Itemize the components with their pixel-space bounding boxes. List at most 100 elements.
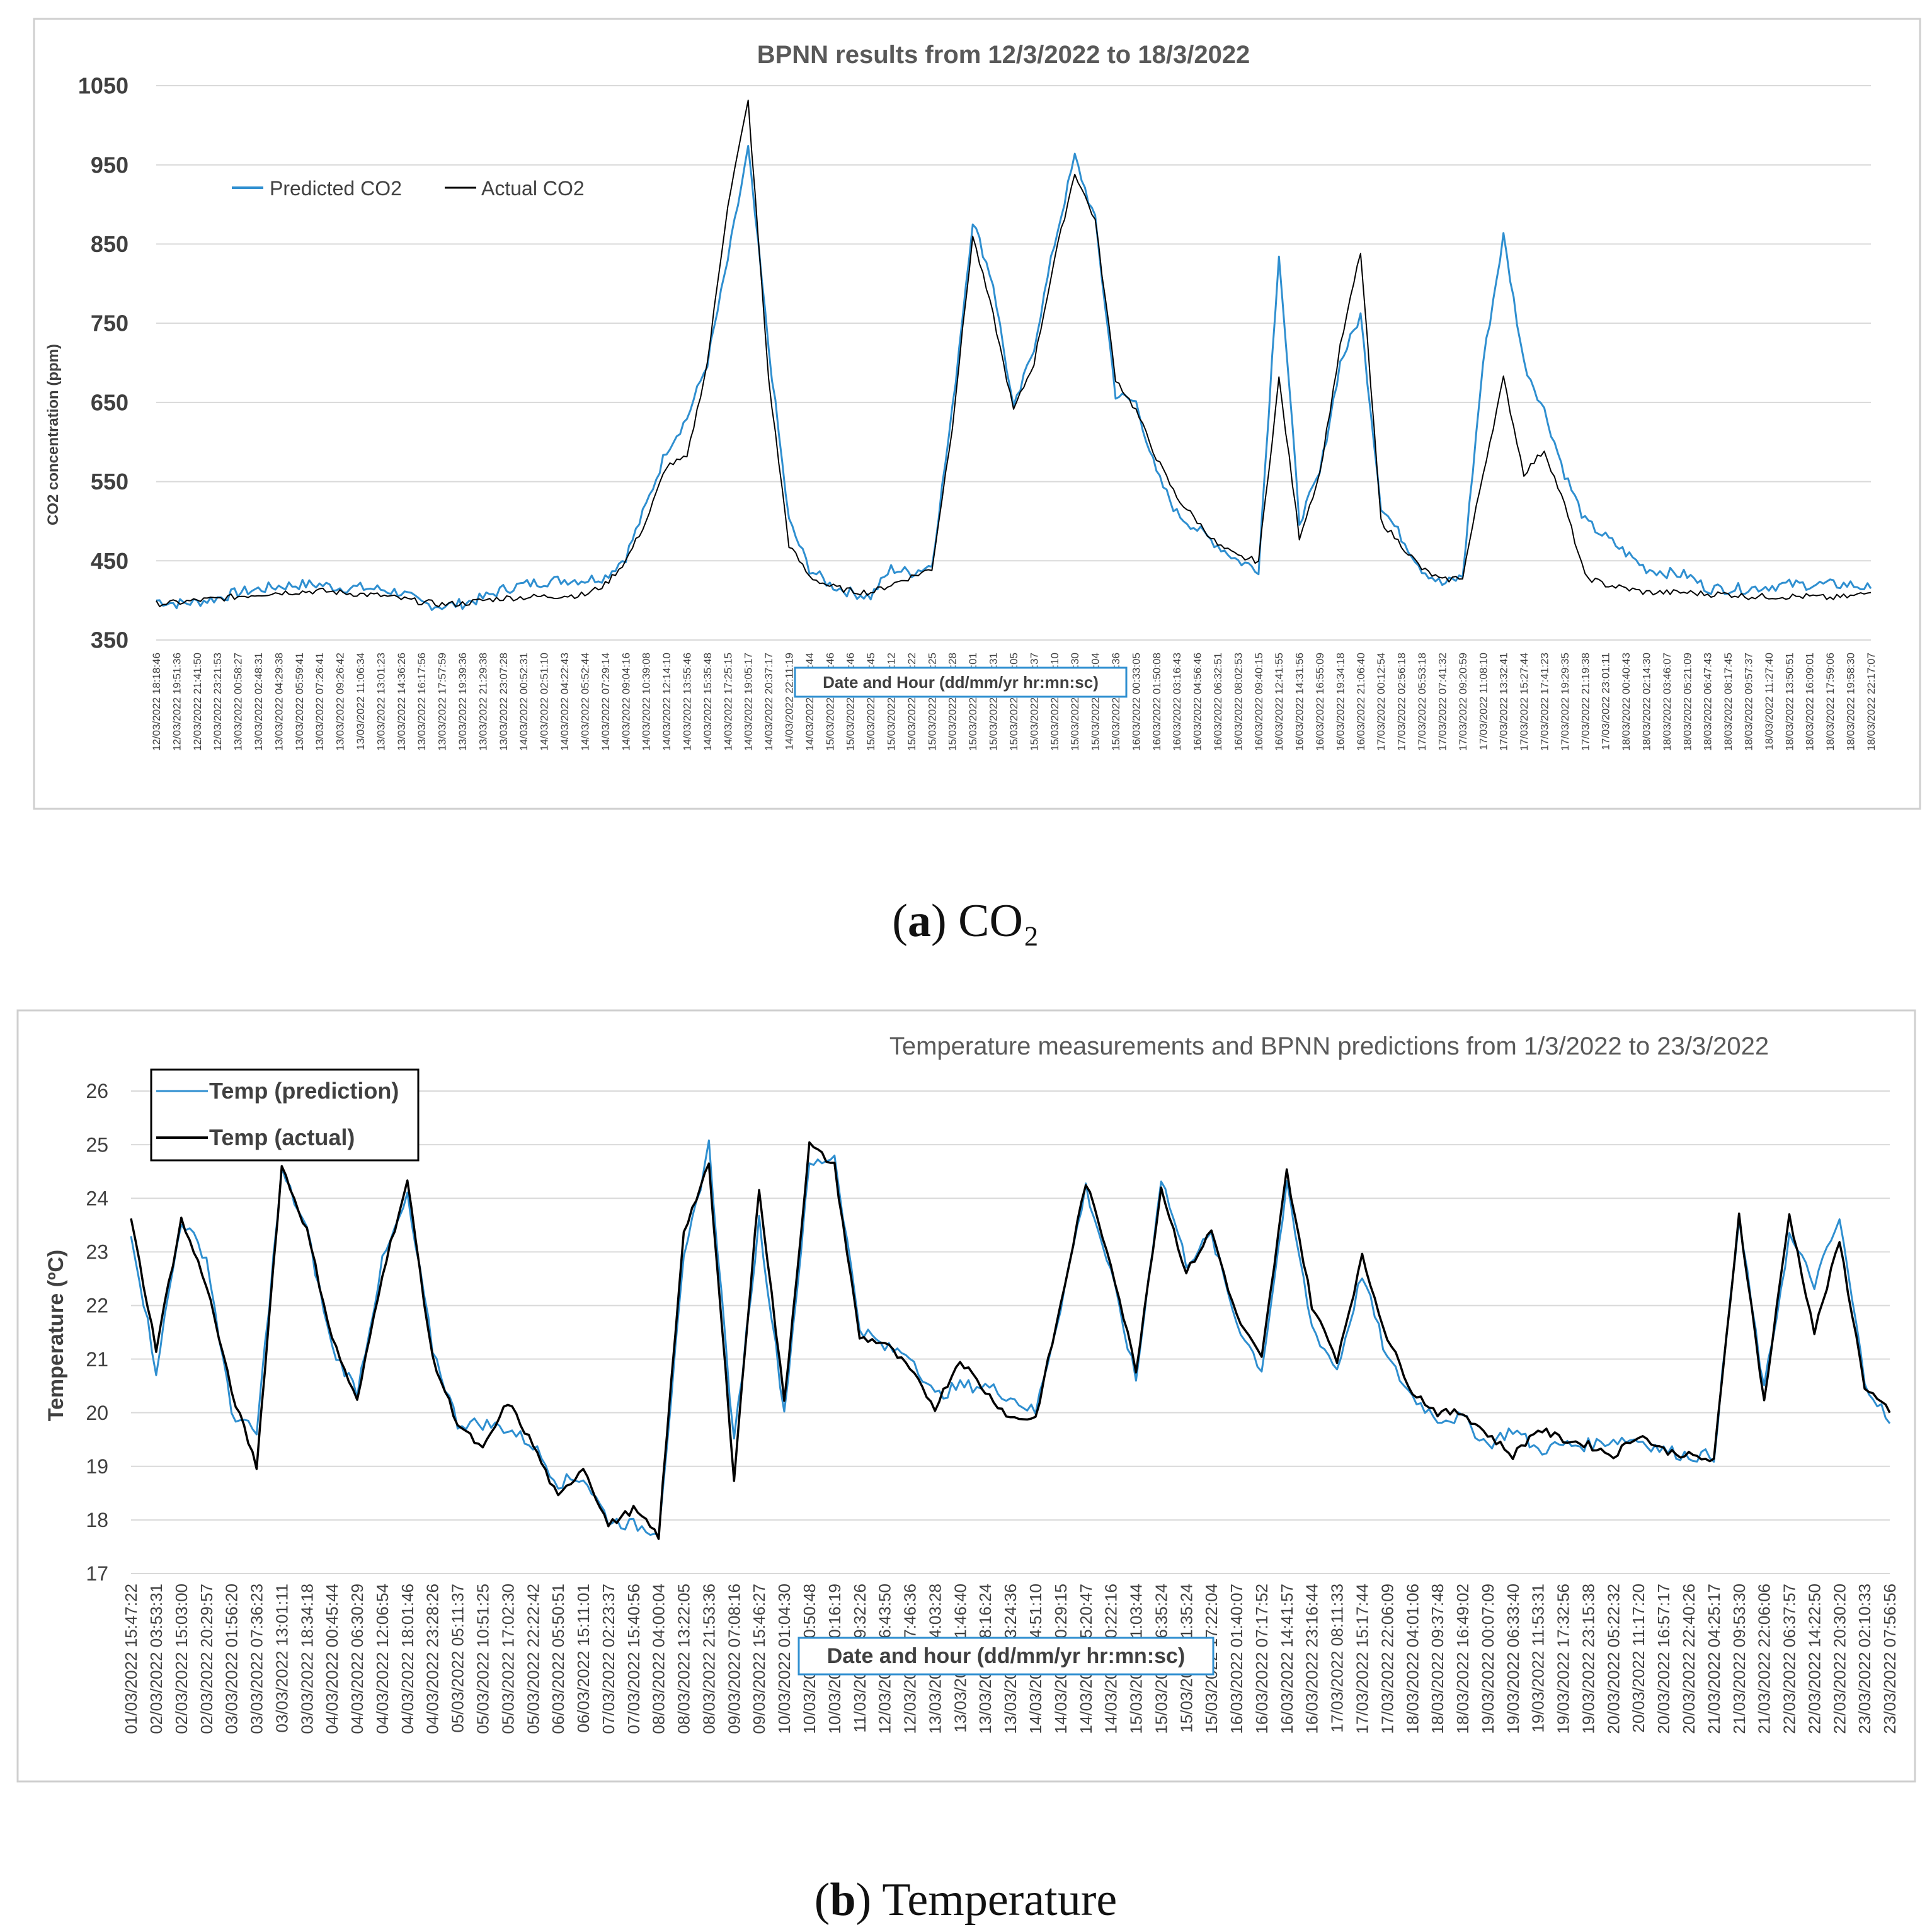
x-tick-label: 14/03/2022 10:39:08 [641, 653, 653, 751]
y-tick-label: 850 [91, 231, 129, 257]
x-tick-label: 03/03/2022 13:01:11 [272, 1584, 291, 1733]
x-tick-label: 09/03/2022 15:46:27 [750, 1584, 769, 1734]
x-tick-label: 17/03/2022 13:32:41 [1498, 653, 1510, 751]
x-tick-label: 16/03/2022 14:31:56 [1294, 653, 1306, 751]
x-tick-label: 16/03/2022 08:02:53 [1232, 653, 1244, 751]
y-tick-label: 26 [86, 1080, 108, 1102]
x-tick-label: 17/03/2022 00:12:54 [1375, 653, 1387, 751]
x-tick-label: 14/03/2022 07:29:14 [600, 653, 612, 751]
x-tick-label: 16/03/2022 23:16:44 [1303, 1584, 1322, 1734]
x-tick-label: 13/03/2022 14:36:26 [396, 653, 408, 751]
x-tick-label: 16/03/2022 06:32:51 [1212, 653, 1224, 751]
x-tick-label: 08/03/2022 04:00:04 [649, 1584, 668, 1734]
chart-b-legend: Temp (prediction) Temp (actual) [150, 1068, 420, 1162]
x-tick-label: 14/03/2022 02:51:10 [539, 653, 551, 751]
x-tick-label: 06/03/2022 15:11:01 [574, 1584, 593, 1733]
x-tick-label: 14/03/2022 15:35:48 [702, 653, 714, 751]
x-tick-label: 16/03/2022 09:40:15 [1253, 653, 1265, 751]
chart-b-y-axis-label: Temperature (ºC) [44, 1250, 68, 1422]
legend-temp-prediction-label: Temp (prediction) [209, 1078, 399, 1104]
x-tick-label: 14/03/2022 17:25:15 [722, 653, 734, 751]
x-tick-label: 02/03/2022 03:53:31 [147, 1584, 166, 1734]
x-tick-label: 18/03/2022 09:57:37 [1743, 653, 1755, 751]
caption-a: (a) CO₂ [892, 895, 1039, 947]
x-tick-label: 12/03/2022 19:51:36 [171, 653, 183, 751]
x-tick-label: 17/03/2022 21:19:38 [1579, 653, 1591, 751]
x-tick-label: 13/03/2022 19:39:36 [457, 653, 469, 751]
x-tick-label: 02/03/2022 15:03:00 [172, 1584, 191, 1734]
x-tick-label: 20/03/2022 22:40:26 [1679, 1584, 1698, 1734]
x-tick-label: 02/03/2022 20:29:57 [197, 1584, 216, 1734]
y-tick-label: 20 [86, 1402, 108, 1424]
x-tick-label: 01/03/2022 15:47:22 [122, 1584, 140, 1734]
y-tick-label: 22 [86, 1295, 108, 1317]
y-tick-label: 21 [86, 1348, 108, 1371]
x-tick-label: 18/03/2022 16:49:02 [1453, 1584, 1472, 1734]
y-tick-label: 25 [86, 1133, 108, 1156]
caption-b: (b) Temperature [815, 1874, 1117, 1926]
x-tick-label: 23/03/2022 07:56:56 [1880, 1584, 1899, 1734]
x-tick-label: 18/03/2022 22:17:07 [1865, 653, 1877, 751]
series-actual-co2-line [156, 100, 1872, 608]
x-tick-label: 16/03/2022 04:56:46 [1192, 653, 1204, 751]
x-tick-label: 18/03/2022 09:37:48 [1428, 1584, 1447, 1734]
x-tick-label: 20/03/2022 05:22:32 [1604, 1584, 1623, 1734]
x-tick-label: 22/03/2022 14:22:50 [1805, 1584, 1824, 1734]
y-tick-label: 19 [86, 1455, 108, 1478]
x-tick-label: 07/03/2022 15:40:56 [624, 1584, 643, 1734]
x-tick-label: 05/03/2022 05:11:37 [449, 1584, 467, 1733]
x-tick-label: 16/03/2022 01:50:08 [1151, 653, 1163, 751]
chart-a-plot-area [156, 100, 1872, 611]
x-tick-label: 13/03/2022 05:59:41 [294, 653, 306, 751]
chart-b-y-ticks: 17 18 19 20 21 22 23 24 25 26 [86, 1080, 108, 1585]
y-tick-label: 17 [86, 1562, 108, 1585]
chart-a-title: BPNN results from 12/3/2022 to 18/3/2022 [757, 41, 1250, 69]
x-tick-label: 17/03/2022 17:41:23 [1538, 653, 1550, 751]
chart-b-plot-area [130, 1139, 1891, 1540]
x-tick-label: 16/03/2022 07:17:52 [1252, 1584, 1271, 1734]
x-tick-label: 18/03/2022 11:27:40 [1763, 653, 1775, 750]
x-tick-label: 14/03/2022 22:11:19 [783, 653, 795, 750]
x-tick-label: 23/03/2022 02:10:33 [1855, 1584, 1874, 1734]
x-tick-label: 13/03/2022 17:57:59 [437, 653, 449, 751]
x-tick-label: 18/03/2022 05:21:09 [1681, 653, 1693, 751]
x-tick-label: 18/03/2022 00:40:43 [1620, 653, 1632, 751]
y-tick-label: 18 [86, 1509, 108, 1531]
x-tick-label: 17/03/2022 22:06:09 [1378, 1584, 1397, 1734]
x-tick-label: 16/03/2022 12:41:55 [1273, 653, 1285, 751]
x-tick-label: 14/03/2022 09:04:16 [620, 653, 632, 751]
chart-b-legend-box [150, 1068, 420, 1162]
x-tick-label: 17/03/2022 15:27:44 [1518, 653, 1530, 751]
x-tick-label: 16/03/2022 03:16:43 [1171, 653, 1183, 751]
x-tick-label: 17/03/2022 09:20:59 [1457, 653, 1469, 751]
x-tick-label: 16/03/2022 19:34:18 [1334, 653, 1346, 751]
series-temp-actual--line [130, 1141, 1891, 1540]
chart-a-y-axis-label: CO2 concentration (ppm) [45, 344, 62, 525]
y-tick-label: 550 [91, 469, 129, 494]
x-tick-label: 05/03/2022 17:02:30 [498, 1584, 517, 1734]
x-tick-label: 10/03/2022 01:04:30 [775, 1584, 794, 1734]
x-tick-label: 12/03/2022 18:18:46 [151, 653, 163, 751]
x-tick-label: 03/03/2022 01:56:20 [222, 1584, 241, 1734]
x-tick-label: 17/03/2022 07:41:32 [1436, 653, 1448, 751]
x-tick-label: 19/03/2022 06:33:40 [1504, 1584, 1523, 1734]
x-tick-label: 16/03/2022 00:33:05 [1130, 653, 1142, 751]
chart-b-x-axis-label-box [797, 1637, 1215, 1676]
chart-a-x-axis-label: Date and Hour (dd/mm/yr hr:mn:sc) [823, 673, 1099, 692]
x-tick-label: 18/03/2022 17:59:06 [1824, 653, 1836, 751]
chart-a-gridlines [156, 85, 1871, 641]
chart-b-x-ticks: 01/03/2022 15:47:22 02/03/2022 03:53:31 02… [122, 1584, 1899, 1734]
x-tick-label: 21/03/2022 22:06:06 [1755, 1584, 1774, 1734]
x-tick-label: 13/03/2022 04:29:38 [273, 653, 285, 751]
x-tick-label: 22/03/2022 20:30:20 [1830, 1584, 1849, 1734]
x-tick-label: 20/03/2022 16:57:17 [1654, 1584, 1673, 1734]
x-tick-label: 18/03/2022 02:14:30 [1640, 653, 1652, 751]
x-tick-label: 12/03/2022 23:21:53 [212, 653, 224, 751]
x-tick-label: 19/03/2022 11:53:31 [1529, 1584, 1548, 1733]
chart-b-x-axis-label: Date and hour (dd/mm/yr hr:mn:sc) [827, 1644, 1186, 1668]
x-tick-label: 18/03/2022 06:47:43 [1702, 653, 1714, 751]
x-tick-label: 12/03/2022 21:41:50 [191, 653, 203, 751]
chart-b-title: Temperature measurements and BPNN predic… [889, 1032, 1769, 1060]
y-tick-label: 650 [91, 389, 129, 415]
